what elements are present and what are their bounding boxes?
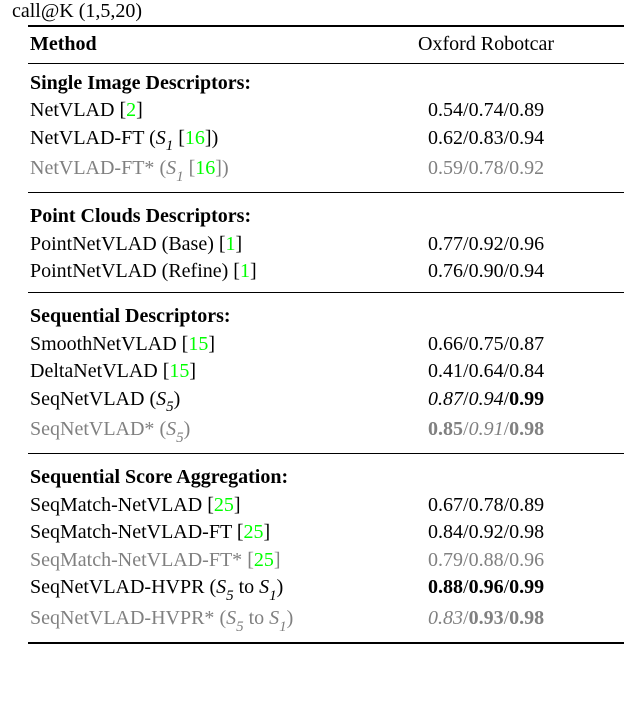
metrics-cell: 0.76/0.90/0.94 <box>418 258 624 292</box>
method-header: Method <box>28 26 418 63</box>
method-name: PointNetVLAD (Base) <box>30 233 214 255</box>
citation: 1 <box>240 260 250 282</box>
metrics-cell: 0.79/0.88/0.96 <box>418 547 624 575</box>
method-name: SeqMatch-NetVLAD <box>30 494 202 516</box>
caption-fragment: call@K (1,5,20) <box>12 0 628 23</box>
table-row: SeqMatch-NetVLAD-FT [25]0.84/0.92/0.98 <box>28 519 624 547</box>
method-cell: SeqNetVLAD* (S5) <box>28 416 418 453</box>
metrics-cell: 0.84/0.92/0.98 <box>418 519 624 547</box>
method-cell: SeqMatch-NetVLAD [25] <box>28 492 418 520</box>
table-body: Single Image Descriptors:NetVLAD [2]0.54… <box>28 63 624 643</box>
section-heading: Point Clouds Descriptors: <box>28 193 624 231</box>
method-cell: PointNetVLAD (Refine) [1] <box>28 258 418 292</box>
method-name: SeqMatch-NetVLAD-FT* <box>30 549 242 571</box>
section-title: Sequential Descriptors: <box>28 292 624 330</box>
citation: 15 <box>169 360 189 382</box>
metrics-cell: 0.67/0.78/0.89 <box>418 492 624 520</box>
method-cell: DeltaNetVLAD [15] <box>28 358 418 386</box>
metrics-cell: 0.41/0.64/0.84 <box>418 358 624 386</box>
table-row: DeltaNetVLAD [15]0.41/0.64/0.84 <box>28 358 624 386</box>
method-cell: NetVLAD-FT* (S1 [16]) <box>28 155 418 192</box>
section-title: Sequential Score Aggregation: <box>28 454 624 492</box>
table-row: SeqNetVLAD (S5)0.87/0.94/0.99 <box>28 386 624 417</box>
citation: 16 <box>195 157 215 179</box>
citation: 25 <box>214 494 234 516</box>
table-row: PointNetVLAD (Refine) [1]0.76/0.90/0.94 <box>28 258 624 292</box>
method-name: SeqNetVLAD <box>30 388 144 410</box>
method-name: DeltaNetVLAD <box>30 360 158 382</box>
method-name: NetVLAD-FT <box>30 127 144 149</box>
section-heading: Sequential Descriptors: <box>28 292 624 330</box>
table-row: SeqMatch-NetVLAD-FT* [25]0.79/0.88/0.96 <box>28 547 624 575</box>
method-name: NetVLAD <box>30 99 114 121</box>
method-name: PointNetVLAD (Refine) <box>30 260 228 282</box>
method-name: NetVLAD-FT* <box>30 157 154 179</box>
method-name: SeqMatch-NetVLAD-FT <box>30 521 232 543</box>
metrics-cell: 0.59/0.78/0.92 <box>418 155 624 192</box>
results-table: Method Oxford Robotcar Single Image Desc… <box>28 25 624 644</box>
metrics-cell: 0.54/0.74/0.89 <box>418 97 624 125</box>
method-cell: SeqNetVLAD-HVPR (S5 to S1) <box>28 574 418 605</box>
section-title: Single Image Descriptors: <box>28 63 624 97</box>
citation: 1 <box>226 233 236 255</box>
section-heading: Sequential Score Aggregation: <box>28 454 624 492</box>
method-cell: SeqMatch-NetVLAD-FT [25] <box>28 519 418 547</box>
metrics-cell: 0.66/0.75/0.87 <box>418 331 624 359</box>
citation: 25 <box>254 549 274 571</box>
table-row: NetVLAD-FT (S1 [16])0.62/0.83/0.94 <box>28 125 624 156</box>
table-row: SeqMatch-NetVLAD [25]0.67/0.78/0.89 <box>28 492 624 520</box>
table-row: SeqNetVLAD* (S5)0.85/0.91/0.98 <box>28 416 624 453</box>
citation: 25 <box>244 521 264 543</box>
method-name: SeqNetVLAD-HVPR* <box>30 607 214 629</box>
method-cell: NetVLAD [2] <box>28 97 418 125</box>
method-cell: SeqNetVLAD-HVPR* (S5 to S1) <box>28 605 418 643</box>
table-row: SeqNetVLAD-HVPR* (S5 to S1)0.83/0.93/0.9… <box>28 605 624 643</box>
table-row: PointNetVLAD (Base) [1]0.77/0.92/0.96 <box>28 231 624 259</box>
table-row: SeqNetVLAD-HVPR (S5 to S1)0.88/0.96/0.99 <box>28 574 624 605</box>
section-title: Point Clouds Descriptors: <box>28 193 624 231</box>
section-heading: Single Image Descriptors: <box>28 63 624 97</box>
method-name: SmoothNetVLAD <box>30 333 177 355</box>
method-name: SeqNetVLAD-HVPR <box>30 576 204 598</box>
method-cell: SmoothNetVLAD [15] <box>28 331 418 359</box>
metrics-cell: 0.85/0.91/0.98 <box>418 416 624 453</box>
table-header-row: Method Oxford Robotcar <box>28 26 624 63</box>
method-cell: PointNetVLAD (Base) [1] <box>28 231 418 259</box>
method-cell: NetVLAD-FT (S1 [16]) <box>28 125 418 156</box>
citation: 15 <box>188 333 208 355</box>
citation: 2 <box>126 99 136 121</box>
table-row: NetVLAD-FT* (S1 [16])0.59/0.78/0.92 <box>28 155 624 192</box>
method-cell: SeqNetVLAD (S5) <box>28 386 418 417</box>
metrics-cell: 0.62/0.83/0.94 <box>418 125 624 156</box>
table-figure: call@K (1,5,20) Method Oxford Robotcar S… <box>0 0 640 664</box>
method-name: SeqNetVLAD* <box>30 418 154 440</box>
table-row: SmoothNetVLAD [15]0.66/0.75/0.87 <box>28 331 624 359</box>
citation: 16 <box>185 127 205 149</box>
metrics-cell: 0.88/0.96/0.99 <box>418 574 624 605</box>
method-cell: SeqMatch-NetVLAD-FT* [25] <box>28 547 418 575</box>
metrics-cell: 0.87/0.94/0.99 <box>418 386 624 417</box>
column-header: Oxford Robotcar <box>418 26 624 63</box>
metrics-cell: 0.83/0.93/0.98 <box>418 605 624 643</box>
metrics-cell: 0.77/0.92/0.96 <box>418 231 624 259</box>
table-row: NetVLAD [2]0.54/0.74/0.89 <box>28 97 624 125</box>
